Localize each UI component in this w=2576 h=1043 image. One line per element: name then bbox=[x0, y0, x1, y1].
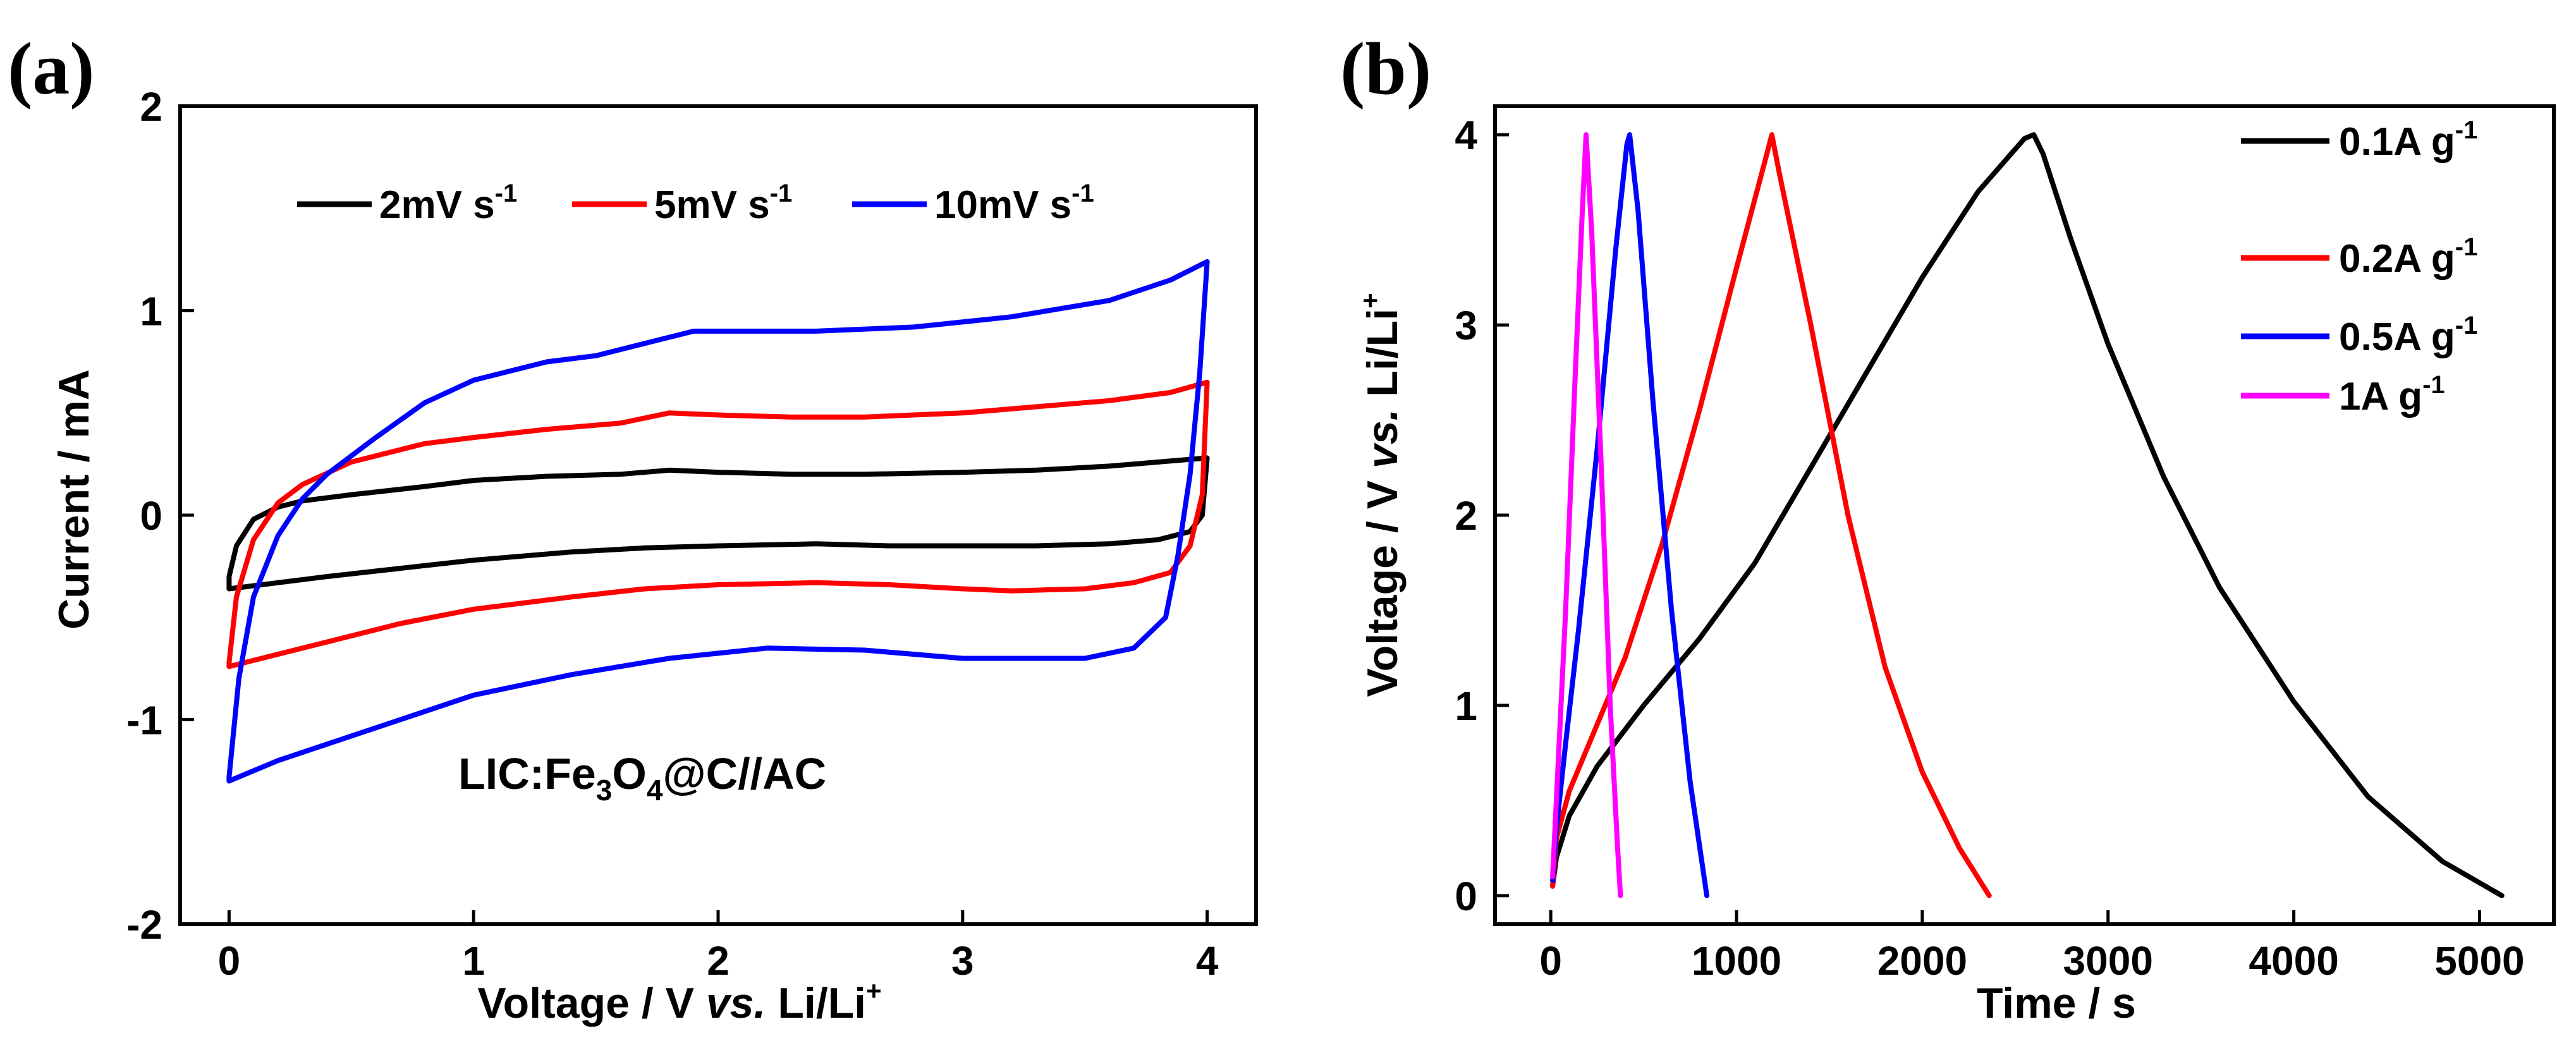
panel-a-frame bbox=[178, 104, 1258, 926]
panel-a-x-ticks: 0 1 2 3 4 bbox=[218, 910, 1219, 984]
series-5mv-sline bbox=[226, 379, 1210, 669]
x-tick-label: 3000 bbox=[2063, 938, 2153, 984]
x-tick-label: 4000 bbox=[2249, 938, 2338, 984]
legend-label-0-5a: 0.5A g-1 bbox=[2339, 312, 2477, 359]
legend-label-5mv: 5mV s-1 bbox=[654, 180, 792, 227]
x-tick-label: 1000 bbox=[1692, 938, 1781, 984]
panel-b-x-axis-title: Time / s bbox=[1977, 979, 2136, 1027]
panel-b-y-axis-title: Voltage / V vs. Li/Li+ bbox=[1355, 293, 1407, 697]
x-tick-label: 2000 bbox=[1877, 938, 1967, 984]
series-0-5a-gline bbox=[1550, 132, 1709, 898]
panel-a-legend: 2mV s-1 5mV s-1 10mV s-1 bbox=[297, 180, 1094, 227]
legend-label-1a: 1A g-1 bbox=[2339, 371, 2445, 418]
y-tick-label: 0 bbox=[1455, 874, 1477, 919]
panel-a-y-axis-title: Current / mA bbox=[50, 369, 98, 630]
y-tick-label: 1 bbox=[1455, 683, 1477, 729]
y-tick-label: 2 bbox=[1455, 493, 1477, 539]
y-tick-label: 0 bbox=[140, 493, 162, 539]
y-tick-label: 1 bbox=[140, 289, 162, 334]
x-tick-label: 3 bbox=[951, 938, 974, 984]
legend-label-10mv: 10mV s-1 bbox=[934, 180, 1094, 227]
panel-a-y-ticks: -2 -1 0 1 2 bbox=[126, 84, 194, 948]
panel-b-label: (b) bbox=[1340, 27, 1431, 110]
panel-b-x-ticks: 0 1000 2000 3000 4000 5000 bbox=[1539, 910, 2525, 984]
series-0-1a-gline bbox=[1550, 132, 2505, 898]
y-tick-label: -1 bbox=[126, 698, 162, 743]
series-10mv-sline bbox=[226, 259, 1210, 784]
legend-label-0-2a: 0.2A g-1 bbox=[2339, 233, 2477, 281]
panel-b-y-ticks: 0 1 2 3 4 bbox=[1455, 113, 1509, 919]
panel-b-frame bbox=[1493, 104, 2556, 926]
x-tick-label: 0 bbox=[218, 938, 241, 984]
panel-a: (a) 0 1 2 3 4 -2 -1 0 1 2 Voltage / V vs. Li/Li+… bbox=[8, 27, 1258, 1027]
series-1a-gline bbox=[1550, 132, 1623, 898]
panel-a-plot-area bbox=[226, 259, 1210, 784]
panel-a-label: (a) bbox=[8, 27, 95, 110]
x-tick-label: 1 bbox=[462, 938, 485, 984]
series-2mv-sline bbox=[226, 455, 1210, 592]
x-tick-label: 0 bbox=[1539, 938, 1562, 984]
panel-a-annotation: LIC:Fe3O4@C//AC bbox=[458, 749, 826, 807]
legend-label-0-1a: 0.1A g-1 bbox=[2339, 116, 2477, 164]
y-tick-label: 3 bbox=[1455, 303, 1477, 348]
legend-label-2mv: 2mV s-1 bbox=[379, 180, 517, 227]
panel-b: (b) 0 1000 2000 3000 4000 5000 0 1 2 3 4 Time / s… bbox=[1340, 27, 2556, 1027]
series-0-2a-gline bbox=[1550, 132, 1992, 898]
y-tick-label: 2 bbox=[140, 84, 162, 130]
panel-b-plot-area bbox=[1550, 132, 2505, 898]
panel-b-legend: 0.1A g-1 0.2A g-1 0.5A g-1 1A g-1 bbox=[2241, 116, 2477, 418]
y-tick-label: 4 bbox=[1455, 113, 1477, 158]
panel-a-x-axis-title: Voltage / V vs. Li/Li+ bbox=[477, 976, 881, 1027]
y-tick-label: -2 bbox=[126, 902, 162, 948]
x-tick-label: 2 bbox=[707, 938, 729, 984]
x-tick-label: 5000 bbox=[2434, 938, 2524, 984]
x-tick-label: 4 bbox=[1196, 938, 1219, 984]
